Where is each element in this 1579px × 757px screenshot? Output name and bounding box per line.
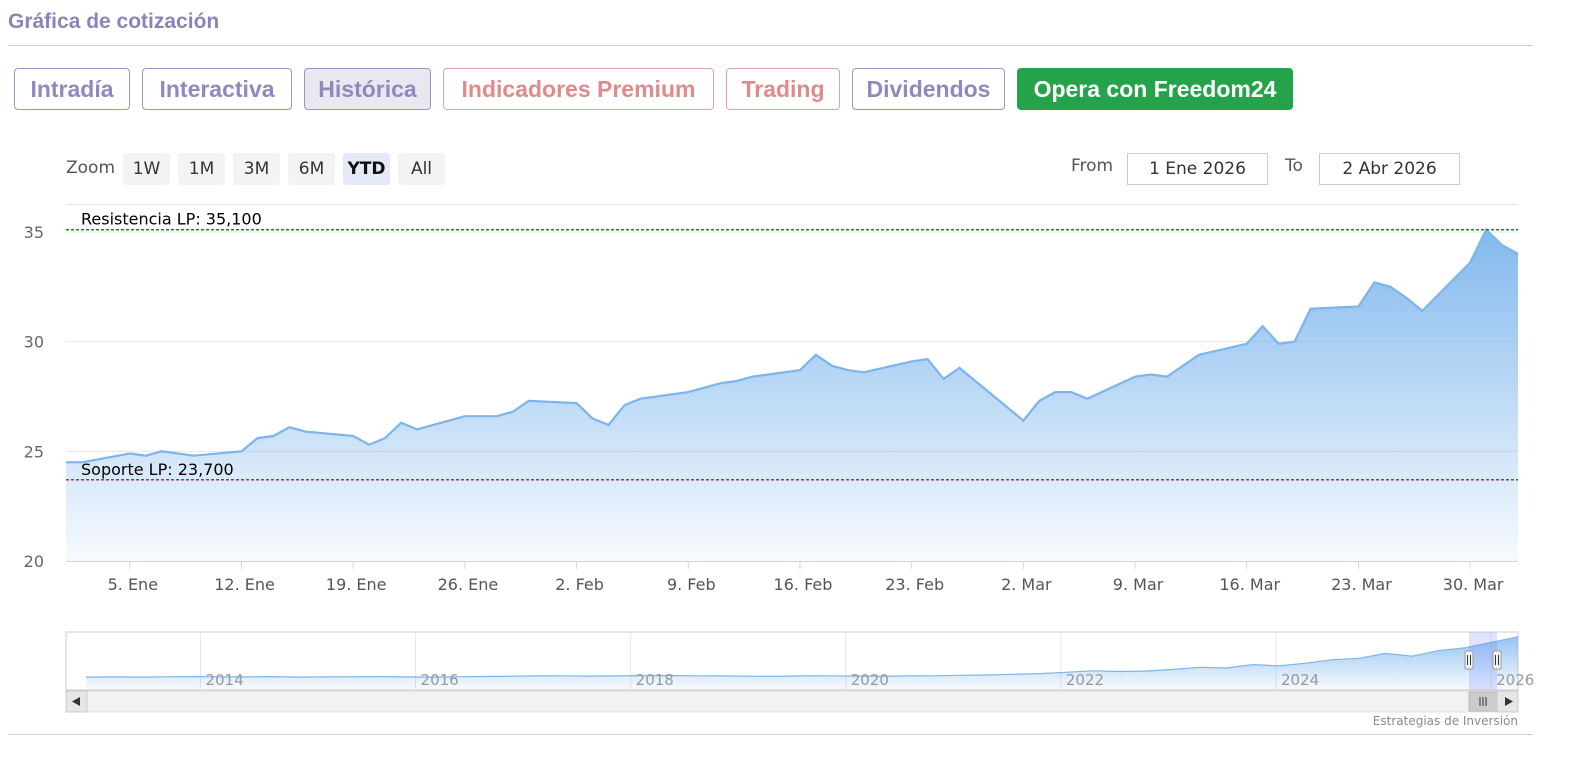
x-tick-label: 2. Feb (555, 575, 604, 594)
navigator-year-label: 2018 (636, 671, 674, 689)
navigator-year-label: 2020 (851, 671, 889, 689)
x-tick-label: 19. Ene (326, 575, 387, 594)
to-label: To (1285, 156, 1303, 176)
opera-con-freedom24-button[interactable]: Opera con Freedom24 (1017, 68, 1293, 110)
zoom-6m-button[interactable]: 6M (288, 153, 335, 185)
x-tick-label: 2. Mar (1001, 575, 1052, 594)
zoom-label: Zoom (66, 158, 116, 178)
price-area (66, 229, 1518, 561)
x-tick-label: 26. Ene (438, 575, 499, 594)
support-label: Soporte LP: 23,700 (81, 460, 234, 479)
tab-intradia[interactable]: Intradía (14, 68, 130, 110)
y-tick-label: 30 (24, 333, 44, 352)
tab-trading[interactable]: Trading (726, 68, 840, 110)
range-selector-divider (66, 204, 1518, 205)
y-tick-label: 20 (24, 552, 44, 571)
navigator-year-label: 2016 (421, 671, 459, 689)
zoom-1m-button[interactable]: 1M (178, 153, 225, 185)
credits-link[interactable]: Estrategias de Inversión (1372, 714, 1518, 728)
zoom-ytd-button[interactable]: YTD (343, 153, 390, 185)
navigator-year-label: 2022 (1066, 671, 1104, 689)
scrollbar-track[interactable] (65, 690, 1519, 713)
navigator-year-label: 2024 (1281, 671, 1319, 689)
x-tick-label: 12. Ene (214, 575, 275, 594)
x-tick-label: 5. Ene (108, 575, 158, 594)
navigator-line (85, 636, 1519, 678)
price-line (66, 227, 1519, 464)
x-tick-label: 9. Mar (1113, 575, 1164, 594)
scroll-left-icon (72, 697, 80, 706)
x-tick-label: 23. Mar (1331, 575, 1392, 594)
navigator-left-handle[interactable] (1464, 650, 1474, 670)
x-tick-label: 30. Mar (1443, 575, 1504, 594)
section-title: Gráfica de cotización (8, 10, 220, 33)
to-date-input[interactable] (1319, 153, 1460, 185)
resistance-label: Resistencia LP: 35,100 (81, 210, 262, 229)
navigator-year-label: 2014 (205, 671, 243, 689)
tab-historica[interactable]: Histórica (304, 68, 431, 110)
navigator-right-handle[interactable] (1492, 650, 1502, 670)
navigator-selection (1469, 632, 1497, 690)
tab-interactiva[interactable]: Interactiva (142, 68, 292, 110)
from-date-input[interactable] (1127, 153, 1268, 185)
zoom-1w-button[interactable]: 1W (123, 153, 170, 185)
navigator-area (86, 636, 1518, 690)
x-tick-label: 16. Mar (1219, 575, 1280, 594)
tab-dividendos[interactable]: Dividendos (852, 68, 1005, 110)
x-tick-label: 9. Feb (667, 575, 716, 594)
x-tick-label: 16. Feb (774, 575, 833, 594)
y-tick-label: 25 (24, 442, 44, 461)
tab-indicadores-premium[interactable]: Indicadores Premium (443, 68, 714, 110)
zoom-all-button[interactable]: All (398, 153, 445, 185)
y-tick-label: 35 (24, 223, 44, 242)
title-divider (8, 45, 1533, 46)
zoom-3m-button[interactable]: 3M (233, 153, 280, 185)
from-label: From (1071, 156, 1114, 176)
scroll-right-icon (1505, 697, 1513, 706)
navigator-year-label: 2026 (1496, 671, 1534, 689)
bottom-divider (8, 734, 1533, 735)
x-tick-label: 23. Feb (885, 575, 944, 594)
